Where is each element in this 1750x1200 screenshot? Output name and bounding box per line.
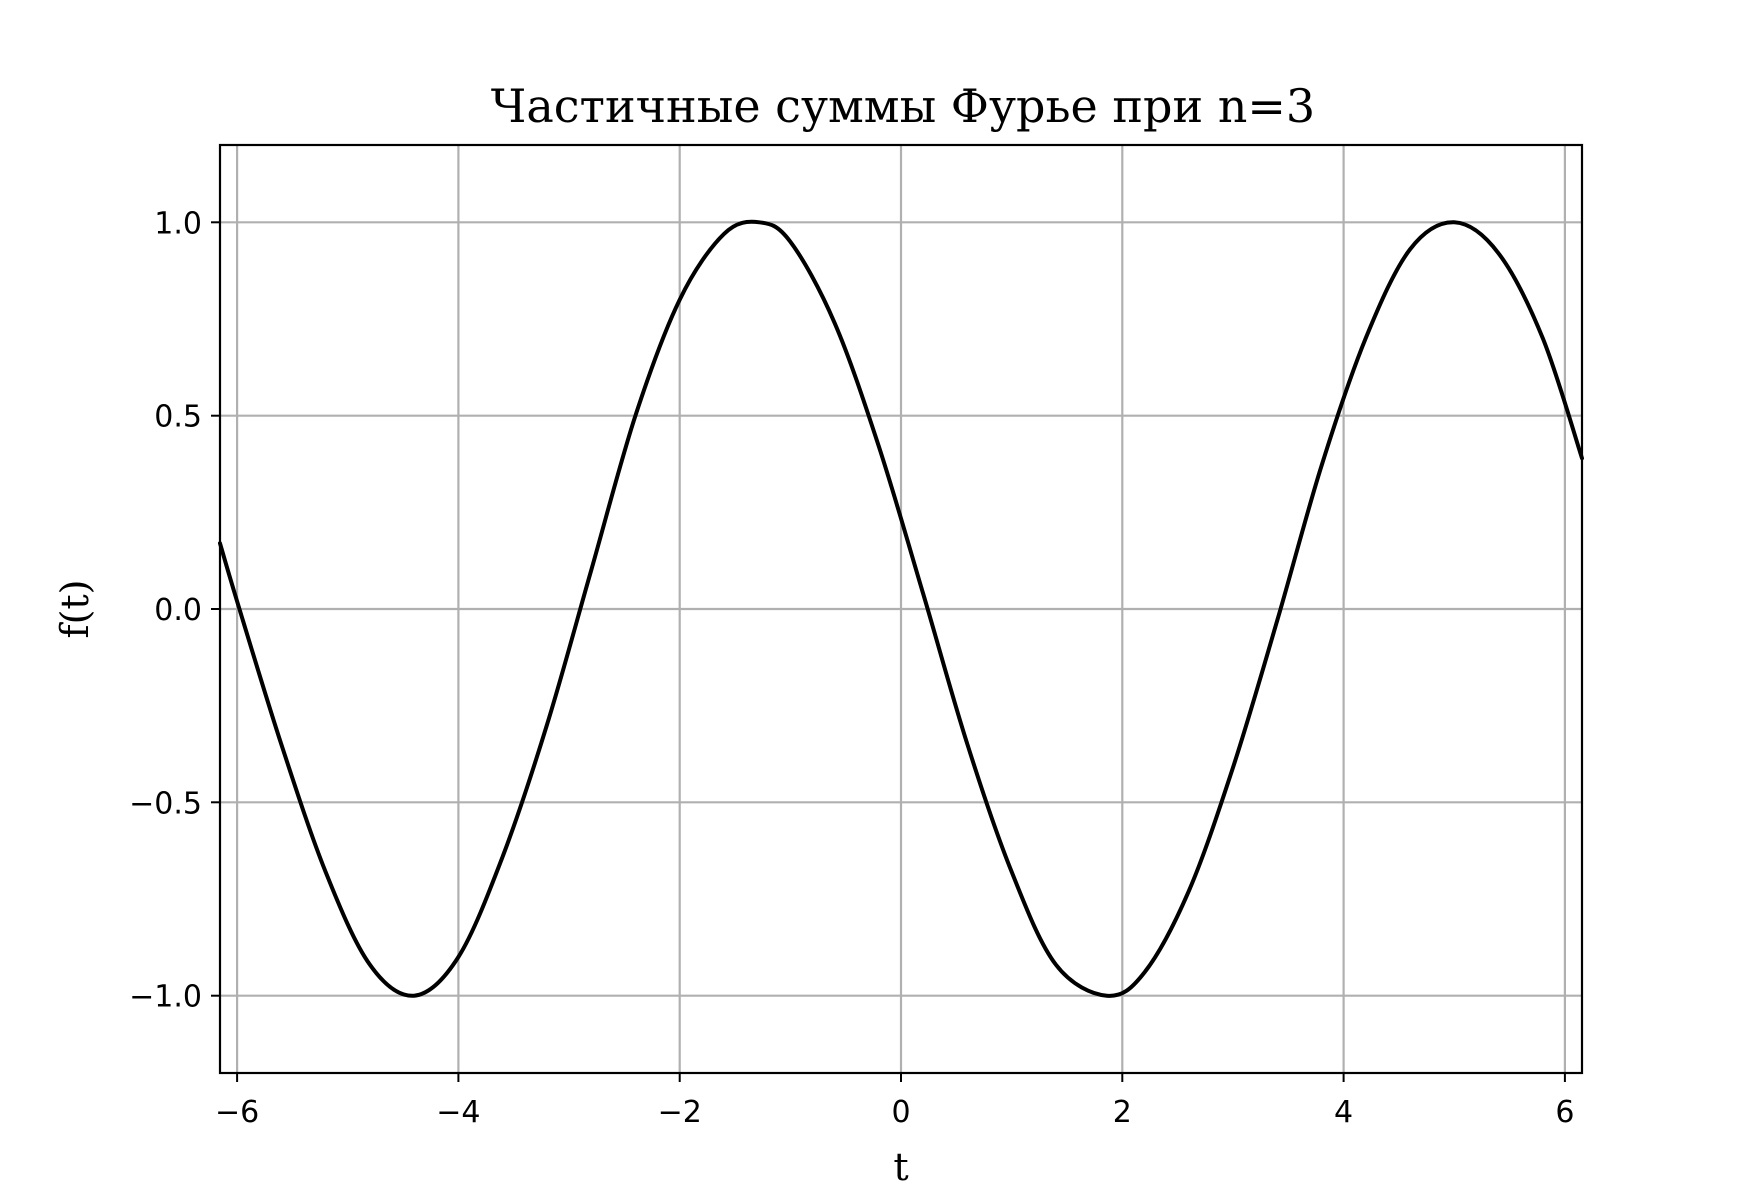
chart-title: Частичные суммы Фурье при n=3: [491, 79, 1315, 133]
x-tick-label: 2: [1113, 1095, 1132, 1130]
series-line: [218, 219, 1584, 998]
x-tick-label: 0: [891, 1095, 910, 1130]
x-tick-label: 6: [1555, 1095, 1574, 1130]
y-tick-label: 0.0: [154, 593, 202, 628]
x-axis-label: t: [893, 1145, 908, 1189]
y-tick-label: 0.5: [154, 400, 202, 435]
x-tick-label: 4: [1334, 1095, 1353, 1130]
y-axis-label: f(t): [53, 580, 97, 639]
series-layer: [218, 219, 1584, 998]
y-tick-label: −0.5: [129, 786, 202, 821]
x-tick-label: −2: [658, 1095, 702, 1130]
y-tick-label: −1.0: [129, 980, 202, 1015]
y-tick-label: 1.0: [154, 206, 202, 241]
ticks: −6 −4 −2 0 2 4 6 −1.0 −0.5 0.0 0.5 1.0: [129, 206, 1574, 1130]
x-tick-label: −6: [215, 1095, 259, 1130]
x-tick-label: −4: [436, 1095, 480, 1130]
